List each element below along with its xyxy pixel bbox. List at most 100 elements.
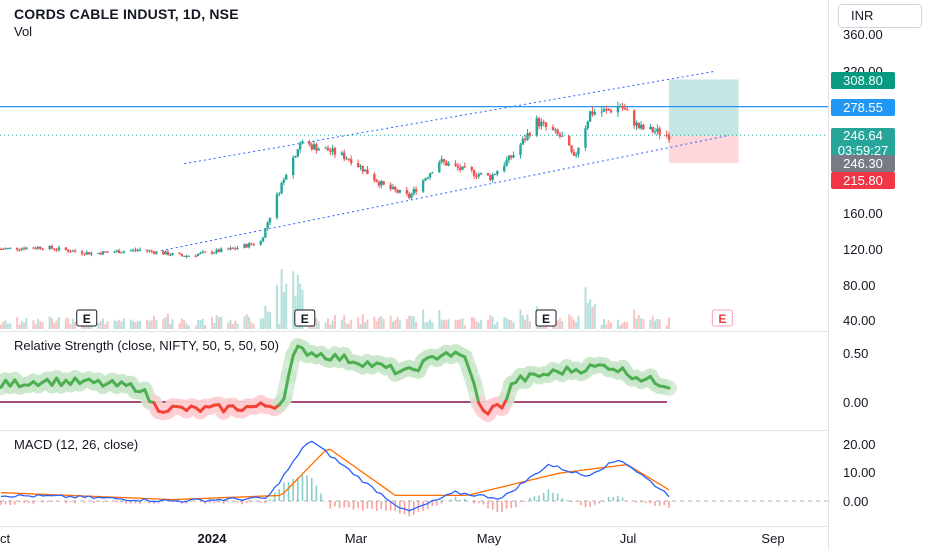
macd-histogram-bar <box>190 501 192 502</box>
price-tag: 308.80 <box>831 72 895 89</box>
volume-bar <box>122 318 125 329</box>
candle <box>394 186 397 190</box>
macd-histogram-bar <box>55 501 58 502</box>
candle <box>113 251 116 253</box>
volume-bar <box>440 319 443 329</box>
candle <box>50 246 54 249</box>
volume-bar <box>217 316 220 329</box>
earnings-marker <box>294 309 316 327</box>
time-tick-label: ct <box>0 531 11 546</box>
candle <box>264 228 267 238</box>
candle <box>310 144 313 150</box>
macd-histogram-bar <box>389 501 392 511</box>
macd-histogram-bar <box>241 501 243 505</box>
volume-bar <box>357 317 360 329</box>
volume-bar <box>366 319 369 329</box>
candle <box>210 251 214 254</box>
candle <box>8 247 12 249</box>
volume-bar <box>424 322 427 329</box>
candle <box>178 253 181 255</box>
volume-bar <box>266 311 269 329</box>
candle <box>331 148 334 152</box>
macd-histogram-bar <box>297 477 299 501</box>
macd-histogram-bar <box>218 501 220 503</box>
macd-histogram-bar <box>431 501 434 507</box>
candle <box>301 141 304 144</box>
candle <box>528 133 531 136</box>
macd-histogram-bar <box>515 501 517 508</box>
macd-histogram-bar <box>663 501 666 506</box>
macd-histogram-bar <box>668 501 670 509</box>
candle <box>25 247 28 250</box>
candle <box>554 129 557 131</box>
volume-bar <box>442 320 445 329</box>
macd-histogram-bar <box>213 501 216 504</box>
rs-line-seg <box>291 344 300 358</box>
candle <box>347 158 351 160</box>
volume-bar <box>454 319 457 329</box>
volume-bar <box>183 319 186 329</box>
volume-bar <box>558 318 561 329</box>
volume-bar <box>475 321 478 329</box>
volume-bar <box>146 319 149 329</box>
candle <box>340 152 344 155</box>
volume-bar <box>64 318 67 329</box>
volume-bar <box>642 319 645 329</box>
volume-bar <box>215 315 218 329</box>
volume-bar <box>609 322 612 329</box>
candle <box>537 118 541 127</box>
macd-histogram-bar <box>510 501 513 508</box>
volume-bar <box>658 319 661 329</box>
volume-bar <box>201 318 204 329</box>
candle <box>343 152 346 160</box>
volume-bar <box>494 324 496 329</box>
macd-histogram-bar <box>566 499 568 501</box>
macd-histogram-bar <box>320 493 322 501</box>
volume-bar <box>445 320 448 329</box>
currency-selector[interactable]: INR <box>838 4 922 28</box>
volume-bar <box>470 317 473 329</box>
rs-line-seg <box>662 385 671 390</box>
volume-bar <box>519 309 522 329</box>
macd-histogram-bar <box>329 501 332 509</box>
macd-histogram-bar <box>130 501 132 504</box>
macd-histogram-bar <box>528 497 531 501</box>
volume-bar <box>153 315 156 329</box>
volume-bar <box>503 317 506 329</box>
volume-bar <box>394 319 397 329</box>
macd-histogram-bar <box>385 501 387 511</box>
volume-bar <box>178 323 181 329</box>
price-tick-label: 120.00 <box>843 242 883 257</box>
earnings-marker <box>711 309 733 327</box>
macd-histogram-bar <box>422 501 424 511</box>
macd-histogram-bar <box>134 501 137 504</box>
macd-histogram-bar <box>139 501 141 504</box>
volume-bar <box>665 325 668 329</box>
candle <box>247 243 251 248</box>
volume-bar <box>524 319 527 329</box>
macd-histogram-bar <box>41 501 44 503</box>
candle <box>250 243 253 245</box>
macd-histogram-bar <box>199 501 202 503</box>
candle <box>489 175 492 180</box>
candle <box>55 249 58 251</box>
candle <box>375 180 378 183</box>
volume-bar <box>39 321 42 329</box>
volume-bar <box>456 319 459 329</box>
volume-bar <box>649 319 652 329</box>
macd-histogram-bar <box>92 501 95 503</box>
price-tag: 215.80 <box>831 172 895 189</box>
candle <box>187 255 191 257</box>
volume-bar <box>651 315 654 329</box>
macd-histogram-bar <box>310 477 313 501</box>
candle <box>231 247 235 249</box>
candle <box>382 181 385 185</box>
earnings-marker <box>535 309 557 327</box>
candle <box>454 163 457 166</box>
volume-bar <box>162 318 165 329</box>
candle <box>196 253 200 256</box>
volume-bar <box>461 318 464 329</box>
candle <box>521 138 525 145</box>
rs-line-seg <box>505 382 513 401</box>
